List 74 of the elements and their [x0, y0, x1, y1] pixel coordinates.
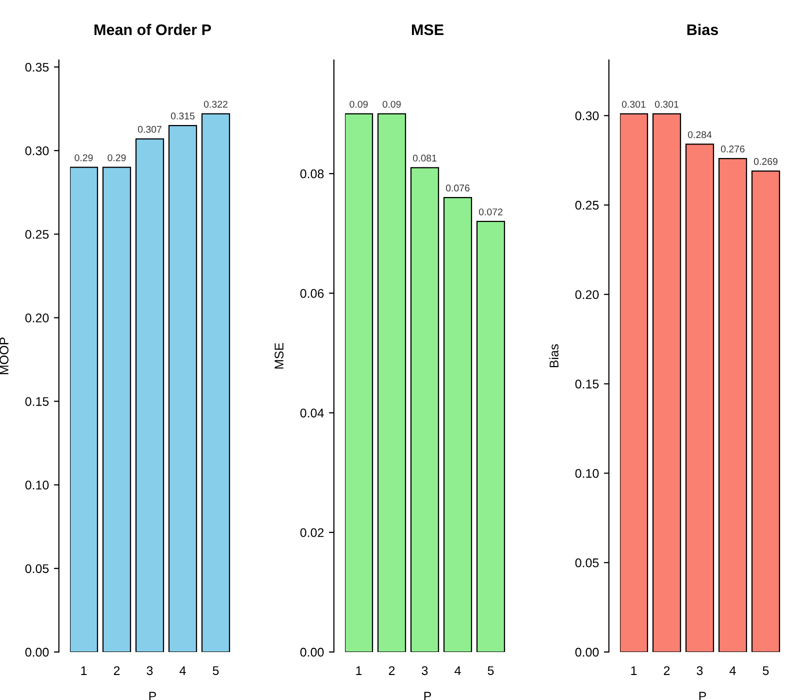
x-tick-label: 4 — [180, 666, 186, 675]
x-tick-label: 4 — [454, 666, 461, 675]
data-label: 0.072 — [478, 208, 502, 216]
bar — [70, 166, 98, 652]
x-tick-label: 2 — [114, 666, 120, 675]
y-tick-label: 0.00 — [575, 648, 599, 657]
y-tick-label: 0.08 — [300, 169, 324, 178]
y-tick-label: 0.35 — [25, 62, 49, 72]
y-tick-label: 0.30 — [25, 146, 49, 156]
x-axis-title: P — [699, 692, 706, 700]
data-label: 0.29 — [108, 154, 126, 162]
y-tick-label: 0.06 — [300, 289, 324, 298]
y-tick-label: 0.00 — [300, 648, 324, 657]
x-tick-label: 3 — [422, 666, 428, 676]
y-axis-title: Bias — [549, 344, 558, 368]
data-label: 0.276 — [720, 146, 744, 152]
y-tick-label: 0.25 — [25, 230, 49, 239]
y-tick-label: 0.05 — [25, 564, 49, 574]
x-tick-label: 2 — [664, 666, 670, 675]
bar — [102, 166, 132, 652]
x-tick-label: 1 — [356, 666, 362, 675]
x-tick-label: 2 — [388, 666, 395, 675]
bar — [135, 138, 164, 652]
bar — [201, 113, 230, 652]
y-tick-label: 0.15 — [575, 380, 599, 388]
data-label: 0.301 — [622, 100, 646, 108]
bar — [751, 170, 780, 652]
x-tick-label: 5 — [762, 666, 769, 676]
x-tick-label: 4 — [730, 666, 736, 675]
x-tick-label: 3 — [696, 666, 703, 676]
bar — [652, 113, 682, 652]
x-axis-title: P — [149, 692, 156, 700]
x-tick-label: 5 — [212, 666, 219, 676]
y-tick-label: 0.04 — [300, 408, 324, 418]
y-tick-label: 0.02 — [300, 528, 324, 538]
chart-title: Mean of Order P — [94, 24, 211, 36]
x-axis-title: P — [424, 692, 432, 700]
chart-title: Bias — [687, 24, 718, 36]
bar — [476, 220, 506, 652]
x-tick-label: 5 — [488, 666, 494, 676]
bar — [410, 167, 440, 652]
data-label: 0.322 — [204, 100, 228, 108]
y-tick-label: 0.15 — [25, 397, 49, 406]
y-tick-label: 0.10 — [25, 480, 49, 490]
data-label: 0.269 — [754, 158, 778, 165]
data-label: 0.09 — [382, 100, 401, 108]
data-label: 0.076 — [446, 184, 470, 192]
bar — [377, 113, 406, 652]
bar — [685, 144, 714, 652]
data-label: 0.301 — [654, 100, 678, 108]
data-label: 0.284 — [688, 131, 712, 138]
data-label: 0.081 — [412, 154, 436, 162]
x-tick-label: 3 — [146, 666, 153, 676]
x-tick-label: 1 — [81, 666, 87, 675]
y-tick-label: 0.20 — [575, 290, 599, 300]
y-tick-label: 0.25 — [575, 200, 599, 210]
bar — [443, 196, 472, 652]
y-tick-label: 0.05 — [575, 558, 599, 568]
data-label: 0.307 — [138, 126, 162, 133]
y-axis-title: MSE — [274, 342, 284, 369]
bar — [620, 113, 648, 652]
chart-title: MSE — [412, 24, 444, 36]
data-label: 0.315 — [170, 112, 195, 120]
y-tick-label: 0.30 — [575, 111, 599, 120]
x-tick-label: 1 — [631, 666, 637, 675]
bar — [168, 124, 198, 652]
bar — [345, 113, 374, 652]
y-tick-label: 0.20 — [25, 314, 49, 322]
y-tick-label: 0.00 — [25, 648, 49, 657]
bar — [718, 158, 748, 652]
y-tick-label: 0.10 — [575, 469, 599, 478]
data-label: 0.29 — [74, 154, 93, 162]
data-label: 0.09 — [350, 100, 368, 108]
y-axis-title: MOOP — [0, 338, 8, 374]
